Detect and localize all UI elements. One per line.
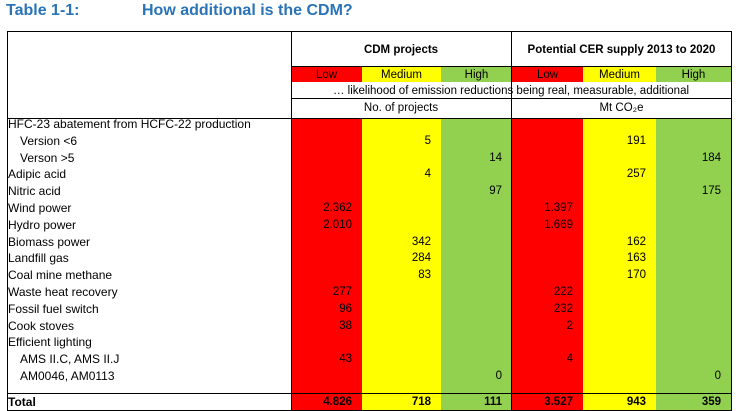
cer-value: 163	[626, 252, 646, 265]
total-projects-value: 718	[411, 395, 431, 408]
row-label: HFC-23 abatement from HCFC-22 production	[8, 117, 251, 131]
row-label: Efficient lighting	[8, 335, 92, 350]
total-rule	[8, 392, 731, 394]
level-label-high: High	[681, 69, 706, 81]
cer-value: 0	[714, 370, 721, 382]
cer-value: 2	[566, 319, 573, 332]
divider-group	[511, 32, 512, 410]
level-label-medium: Medium	[599, 69, 640, 81]
header-rule	[291, 66, 731, 67]
level-label-low: Low	[536, 69, 559, 81]
row-label: Landfill gas	[8, 251, 69, 266]
projects-value: 2.362	[323, 202, 352, 214]
total-projects-value: 4.826	[323, 395, 352, 408]
table-title: Table 1-1: How additional is the CDM?	[6, 2, 353, 20]
row-label: Cook stoves	[8, 318, 75, 333]
level-label-low: Low	[315, 69, 338, 81]
cer-value: 1.669	[544, 218, 573, 231]
body-rule	[8, 118, 731, 119]
level-column-medium	[362, 66, 441, 410]
row-label: Waste heat recovery	[8, 285, 118, 299]
row-label: Verson >5	[20, 150, 75, 165]
cer-supply-header: Potential CER supply 2013 to 2020	[527, 44, 716, 56]
total-projects-value: 111	[484, 395, 502, 408]
row-label: Coal mine methane	[8, 268, 113, 283]
projects-value: 4	[424, 168, 431, 181]
level-column-low	[291, 66, 362, 410]
total-cer-value: 359	[701, 395, 721, 408]
total-cer-value: 3.527	[544, 395, 573, 408]
level-column-high	[441, 66, 512, 410]
row-label: Hydro power	[8, 217, 77, 232]
cer-value: 175	[701, 185, 721, 198]
row-label: Biomass power	[8, 234, 91, 249]
level-label-medium: Medium	[381, 69, 422, 81]
table-number: Table 1-1:	[6, 2, 80, 19]
cer-value: 222	[553, 286, 573, 298]
level-column-low	[512, 66, 583, 410]
cdm-table: CDM projects No. of projects Potential CER…	[7, 31, 732, 411]
row-label: AMS II.C, AMS II.J	[20, 352, 120, 367]
row-label: Nitric acid	[8, 184, 61, 199]
cer-value: 4	[566, 353, 573, 366]
cer-value: 1.397	[544, 202, 573, 214]
cer-value: 162	[626, 235, 646, 248]
cer-value: 191	[626, 134, 646, 147]
projects-value: 277	[332, 286, 352, 298]
likelihood-note: … likelihood of emission reductions bein…	[332, 85, 690, 97]
row-label: Fossil fuel switch	[8, 301, 99, 316]
cer-value: 257	[626, 168, 646, 181]
projects-value: 0	[495, 370, 502, 382]
cer-value: 184	[701, 151, 721, 164]
projects-value: 96	[339, 302, 352, 315]
projects-value: 2.010	[323, 218, 352, 231]
projects-value: 14	[489, 151, 502, 164]
divider-label-column	[291, 32, 292, 410]
row-label: Wind power	[8, 201, 72, 215]
cer-value: 232	[553, 302, 573, 315]
projects-value: 342	[411, 235, 431, 248]
row-label: Version <6	[20, 133, 78, 148]
projects-value: 38	[339, 319, 352, 332]
level-column-medium	[583, 66, 656, 410]
level-column-high	[656, 66, 731, 410]
projects-value: 97	[489, 185, 502, 198]
note-rule	[291, 98, 731, 99]
unit-cer: Mt CO₂e	[599, 102, 644, 114]
projects-value: 83	[418, 269, 431, 282]
unit-projects: No. of projects	[363, 102, 439, 114]
cdm-projects-header: CDM projects	[363, 44, 439, 56]
level-label-high: High	[464, 69, 489, 81]
row-label: AM0046, AM0113	[20, 369, 115, 383]
projects-value: 43	[339, 353, 352, 366]
projects-value: 5	[424, 134, 431, 147]
table-caption: How additional is the CDM?	[142, 2, 353, 19]
cer-value: 170	[626, 269, 646, 282]
total-cer-value: 943	[626, 395, 646, 408]
total-label: Total	[8, 394, 36, 409]
row-label: Adipic acid	[8, 167, 67, 182]
projects-value: 284	[411, 252, 431, 265]
